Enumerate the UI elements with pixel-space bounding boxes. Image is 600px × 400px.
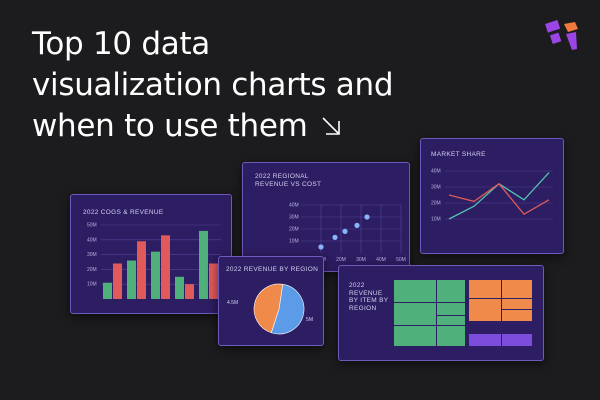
card-title-line: 2022 <box>349 282 365 289</box>
arrow-down-right-icon <box>321 116 340 135</box>
bar <box>103 282 112 299</box>
card-title-line: REGION <box>349 304 377 312</box>
bar <box>151 251 160 299</box>
y-tick-label: 50M <box>87 223 97 229</box>
treemap-cell <box>437 280 465 302</box>
y-tick-label: 10M <box>87 282 97 288</box>
treemap-cell <box>437 303 465 315</box>
regional-revenue-card: 2022 REGIONAL REVENUE VS COST 10M 20M 30M 4… <box>242 162 410 272</box>
treemap-chart <box>394 280 532 346</box>
revenue-by-region-card: 2022 REVENUE BY REGION 5M 4.5M <box>218 256 324 346</box>
card-title-line: REVENUE <box>349 289 383 297</box>
treemap-cell <box>469 299 501 321</box>
treemap-cell <box>502 280 532 298</box>
market-share-card: MARKET SHARE 10M 20M 30M 40M <box>420 138 564 254</box>
bar <box>127 260 136 299</box>
bar <box>113 263 122 299</box>
treemap-cell <box>502 334 532 346</box>
series-line <box>448 182 550 216</box>
treemap-cell <box>502 310 532 321</box>
treemap-cell <box>469 280 501 298</box>
treemap-cell <box>394 280 436 302</box>
bar <box>185 284 194 299</box>
card-title: MARKET SHARE <box>431 151 486 158</box>
pie-chart: 5M 4.5M <box>227 283 313 335</box>
card-title: 2022 REGIONAL REVENUE VS COST <box>255 173 335 189</box>
bar <box>209 263 218 299</box>
bar <box>137 241 146 299</box>
scatter-point <box>332 234 338 240</box>
treemap-cell <box>502 299 532 309</box>
y-tick-label: 40M <box>431 169 441 175</box>
card-title: 2022 REVENUE BY ITEM BY REGION <box>349 282 399 312</box>
card-title-text: 2022 REGIONAL REVENUE VS COST <box>255 173 322 188</box>
card-title: 2022 COGS & REVENUE <box>83 209 164 216</box>
headline-line: Top 10 data <box>32 26 210 62</box>
y-tick-label: 40M <box>87 237 97 243</box>
treemap-cell <box>394 303 436 325</box>
brand-logo-icon <box>545 20 578 50</box>
revenue-by-item-card: 2022 REVENUE BY ITEM BY REGION <box>338 265 544 361</box>
treemap-cell <box>437 316 465 325</box>
x-tick-label: 30M <box>356 257 366 263</box>
y-tick-label: 20M <box>87 267 97 273</box>
bar-chart: 10M 20M 30M 40M 50M <box>87 223 221 299</box>
y-tick-label: 10M <box>431 217 441 223</box>
cogs-revenue-card: 2022 COGS & REVENUE 10M 20M 30M 40M 50M <box>70 194 232 314</box>
series-line <box>448 172 550 220</box>
headline: Top 10 data visualization charts and whe… <box>32 24 502 147</box>
line-chart: 10M 20M 30M 40M <box>431 169 553 223</box>
headline-line-text: when to use them <box>32 108 308 144</box>
headline-line: visualization charts and <box>32 67 394 103</box>
bar <box>161 235 170 299</box>
scatter-chart: 10M20M30M40M10M20M30M40M50M <box>289 203 406 264</box>
treemap-cell <box>437 326 465 346</box>
scatter-point <box>354 222 360 228</box>
y-tick-label: 30M <box>87 252 97 258</box>
pie-slice <box>270 283 305 335</box>
y-tick-label: 20M <box>431 201 441 207</box>
headline-line: when to use them <box>32 106 502 147</box>
y-tick-label: 40M <box>289 203 299 209</box>
y-tick-label: 30M <box>431 185 441 191</box>
x-tick-label: 50M <box>396 257 406 263</box>
scatter-point <box>342 228 348 234</box>
treemap-cell <box>394 326 436 346</box>
y-tick-label: 20M <box>289 227 299 233</box>
pie-slice-label: 4.5M <box>227 300 238 306</box>
card-title: 2022 REVENUE BY REGION <box>226 266 319 273</box>
bar <box>175 276 184 299</box>
scatter-point <box>364 214 370 220</box>
x-tick-label: 20M <box>336 257 346 263</box>
card-title-line: BY ITEM BY <box>349 297 389 304</box>
bar <box>199 230 208 299</box>
y-tick-label: 30M <box>289 215 299 221</box>
pie-slice <box>253 283 284 334</box>
scatter-point <box>318 244 324 250</box>
pie-slice-label: 5M <box>306 317 313 323</box>
treemap-cell <box>469 334 501 346</box>
x-tick-label: 40M <box>376 257 386 263</box>
y-tick-label: 10M <box>289 239 299 245</box>
